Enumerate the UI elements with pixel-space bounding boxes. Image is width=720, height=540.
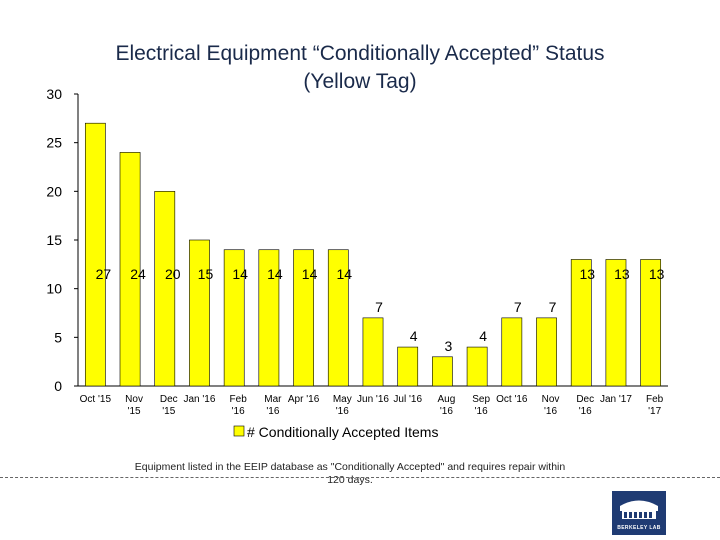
logo-text: BERKELEY LAB [617,525,661,531]
x-tick-label: '15 [162,406,175,417]
x-tick-label: Nov [125,394,143,405]
bar [362,317,384,387]
y-tick-label: 10 [46,281,62,297]
x-tick-label: Feb [646,394,664,405]
bar [223,249,245,387]
x-tick-label: Jun '16 [357,394,389,405]
bar [397,346,419,387]
x-tick-label: '16 [266,406,279,417]
x-tick-label: '16 [440,406,453,417]
x-tick-label: Mar [264,394,282,405]
data-label: 14 [232,266,248,282]
bar [432,356,453,387]
data-label: 3 [445,338,453,354]
y-tick-label: 30 [46,86,62,102]
x-tick-label: '16 [232,406,245,417]
y-tick-label: 25 [46,135,62,151]
y-tick-label: 0 [54,378,62,394]
data-label: 13 [579,266,595,282]
bar [536,317,557,387]
data-label: 20 [165,266,181,282]
building-icon [620,500,658,519]
x-tick-label: Jan '16 [184,394,216,405]
x-tick-label: '16 [544,406,557,417]
bar [154,191,176,387]
data-label: 14 [267,266,283,282]
data-label: 24 [130,266,146,282]
data-label: 27 [96,266,112,282]
x-tick-label: Oct '15 [80,394,112,405]
chart-title: Electrical Equipment “Conditionally Acce… [0,40,720,96]
data-label: 13 [649,266,665,282]
x-tick-label: Feb [230,394,248,405]
y-tick-label: 15 [46,232,62,248]
legend-swatch [233,425,245,437]
data-label: 7 [375,299,383,315]
x-tick-label: Nov [542,394,560,405]
x-tick-label: Jul '16 [393,394,422,405]
y-tick-label: 5 [54,329,62,345]
x-tick-label: '15 [128,406,141,417]
bar [466,346,488,387]
chart-title-line-1: Electrical Equipment “Conditionally Acce… [115,42,605,65]
x-tick-label: Aug [438,394,456,405]
x-tick-label: Dec [160,394,178,405]
bar [258,249,280,387]
x-tick-label: Apr '16 [288,394,320,405]
bar [501,317,523,387]
x-tick-label: Dec [576,394,594,405]
x-tick-label: '17 [648,406,661,417]
bar [327,249,349,387]
bar [119,152,141,387]
data-label: 13 [614,266,630,282]
data-label: 7 [514,299,522,315]
berkeley-lab-logo: BERKELEY LAB [612,491,666,535]
legend-label: # Conditionally Accepted Items [247,424,438,440]
x-tick-label: Jan '17 [600,394,632,405]
footnote: Equipment listed in the EEIP database as… [134,461,566,486]
y-tick-label: 20 [46,183,62,199]
bar-chart: 0 5 10 15 20 25 30 27 24 20 15 14 14 14 14 7 4 3 4 7 7 13 13 13… [46,86,668,440]
x-tick-label: '16 [475,406,488,417]
data-label: 15 [198,266,214,282]
chart-title-line-2: (Yellow Tag) [303,70,417,93]
data-label: 4 [479,328,487,344]
bar [189,239,210,387]
bar [605,259,627,387]
x-tick-label: '16 [579,406,592,417]
x-tick-label: Sep [472,394,490,405]
x-tick-label: May [333,394,352,405]
divider-line [0,477,720,478]
x-tick-label: Oct '16 [496,394,528,405]
bar [570,259,592,387]
data-label: 7 [549,299,557,315]
data-label: 14 [302,266,318,282]
bar [640,259,662,387]
x-tick-label: '16 [336,406,349,417]
data-label: 4 [410,328,418,344]
bar [84,122,106,387]
bar [293,249,314,387]
data-label: 14 [337,266,353,282]
